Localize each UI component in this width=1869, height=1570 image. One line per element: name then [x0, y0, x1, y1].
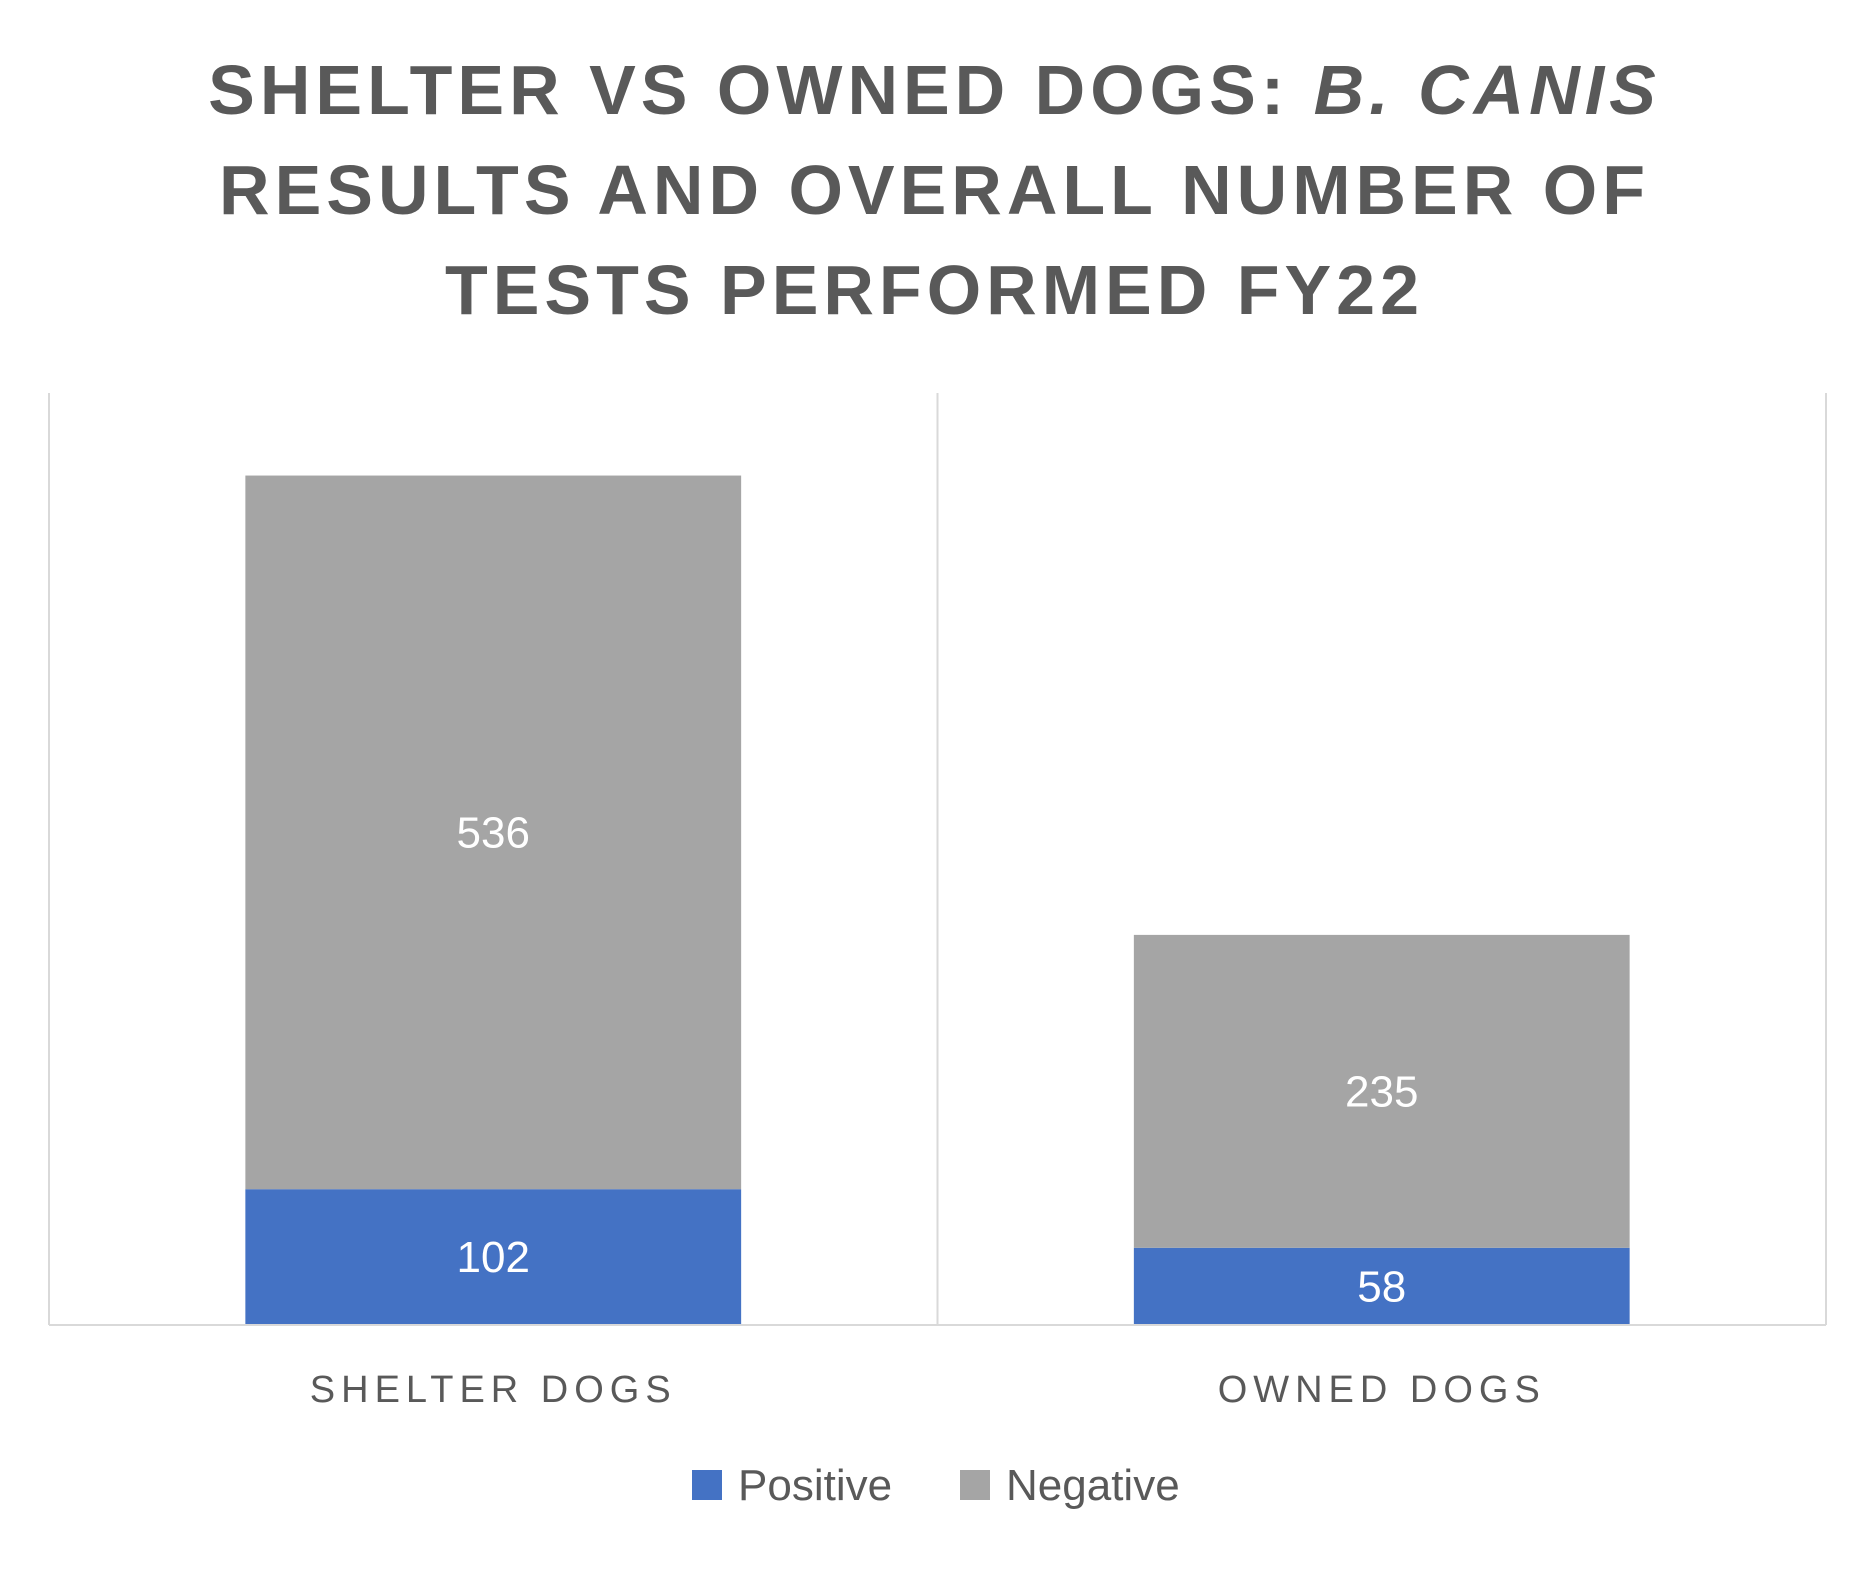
data-label-negative: 235	[1345, 1067, 1418, 1116]
data-label-positive: 58	[1357, 1262, 1406, 1311]
legend-swatch-negative	[960, 1470, 990, 1500]
data-label-positive: 102	[457, 1233, 530, 1282]
data-label-negative: 536	[457, 808, 530, 857]
title-line-1-text: SHELTER VS OWNED DOGS: B. CANIS	[208, 51, 1661, 129]
title-italic: B. CANIS	[1313, 51, 1661, 129]
title-line-1: SHELTER VS OWNED DOGS: B. CANIS	[0, 40, 1869, 140]
legend-label-positive: Positive	[738, 1461, 892, 1510]
bar-negative	[1133, 934, 1630, 1248]
bar-positive	[245, 1189, 742, 1325]
legend-label-negative: Negative	[1006, 1461, 1180, 1510]
bar-negative	[245, 475, 742, 1190]
category-label: OWNED DOGS	[1218, 1369, 1546, 1411]
title-line-3: TESTS PERFORMED FY22	[444, 251, 1425, 329]
category-label: SHELTER DOGS	[310, 1369, 677, 1411]
legend-swatch-positive	[692, 1470, 722, 1500]
chart-title: SHELTER VS OWNED DOGS: B. CANIS RESULTS …	[0, 40, 1869, 340]
title-line-2: RESULTS AND OVERALL NUMBER OF	[219, 151, 1650, 229]
bar-positive	[1133, 1247, 1630, 1325]
